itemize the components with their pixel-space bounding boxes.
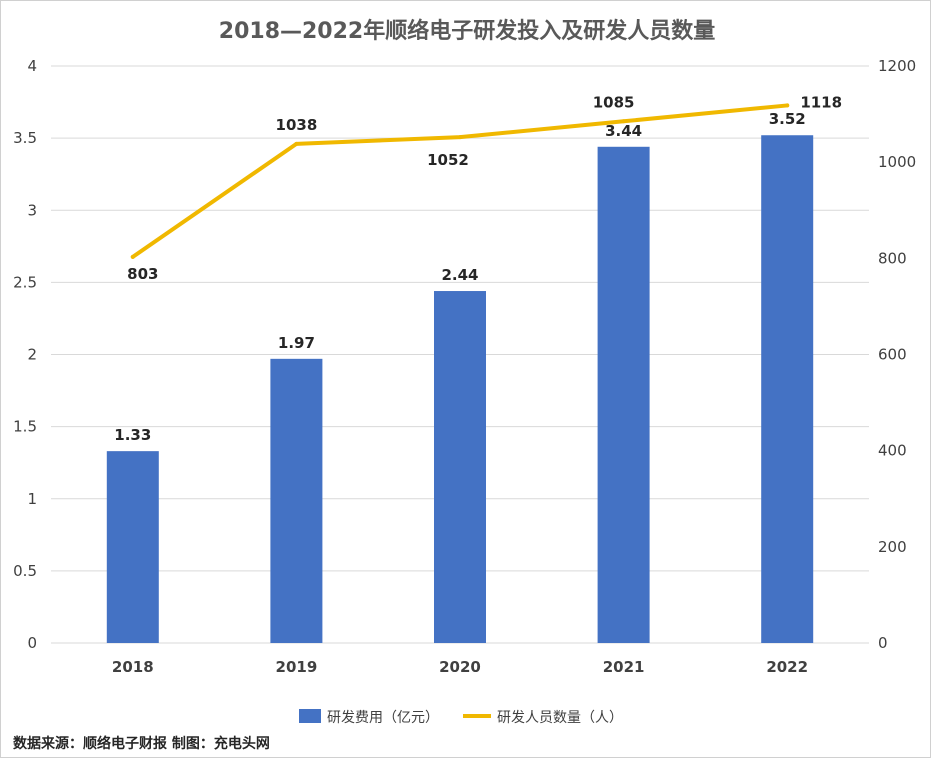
- bar-series: 1.33 1.97 2.44 3.44 3.52: [106, 110, 814, 644]
- chart-title: 2018—2022年顺络电子研发投入及研发人员数量: [219, 18, 715, 44]
- left-tick-label: 2: [27, 346, 37, 364]
- bar: [106, 451, 159, 643]
- bar: [597, 146, 650, 643]
- legend-label-bar: 研发费用（亿元）: [327, 710, 439, 726]
- left-tick-label: 2.5: [13, 273, 37, 291]
- bar-data-label: 3.44: [605, 122, 642, 140]
- right-tick-label: 1000: [878, 153, 916, 171]
- left-tick-label: 4: [27, 57, 37, 75]
- x-axis-ticks: 2018 2019 2020 2021 2022: [112, 658, 808, 676]
- left-tick-label: 1.5: [13, 418, 37, 436]
- line-point: [621, 119, 626, 124]
- line-point: [130, 254, 135, 259]
- bar-data-label: 2.44: [441, 266, 478, 284]
- bar-data-label: 1.97: [278, 334, 315, 352]
- x-tick-label: 2022: [766, 658, 808, 676]
- right-tick-label: 400: [878, 442, 907, 460]
- bar-data-label: 3.52: [769, 110, 806, 128]
- right-tick-label: 800: [878, 249, 907, 267]
- left-tick-label: 0: [27, 634, 37, 652]
- left-axis-ticks: 0 0.5 1 1.5 2 2.5 3 3.5 4: [13, 57, 37, 652]
- left-tick-label: 0.5: [13, 562, 37, 580]
- x-tick-label: 2018: [112, 658, 154, 676]
- bar: [270, 358, 323, 643]
- right-tick-label: 200: [878, 538, 907, 556]
- right-axis-ticks: 0 200 400 600 800 1000 1200: [878, 57, 916, 652]
- line-point: [785, 103, 790, 108]
- left-tick-label: 1: [27, 490, 37, 508]
- legend-label-line: 研发人员数量（人）: [497, 710, 623, 726]
- line-point: [458, 135, 462, 140]
- source-note: 数据来源：顺络电子财报 制图：充电头网: [13, 735, 270, 752]
- x-tick-label: 2021: [603, 658, 645, 676]
- line-data-label: 803: [127, 265, 158, 283]
- right-tick-label: 0: [878, 634, 888, 652]
- bar: [434, 291, 486, 643]
- line-path: [130, 103, 790, 259]
- line-data-label: 1052: [427, 151, 469, 169]
- bar: [761, 135, 814, 644]
- legend: 研发费用（亿元） 研发人员数量（人）: [299, 709, 623, 726]
- x-tick-label: 2019: [276, 658, 318, 676]
- line-data-label: 1118: [800, 93, 842, 111]
- right-tick-label: 600: [878, 346, 907, 364]
- left-tick-label: 3: [27, 201, 37, 219]
- x-tick-label: 2020: [439, 658, 481, 676]
- legend-swatch-bar: [299, 709, 321, 723]
- line-data-label: 1038: [276, 116, 318, 134]
- left-tick-label: 3.5: [13, 129, 37, 147]
- line-point: [294, 141, 299, 146]
- line-series: 803 1038 1052 1085 1118: [127, 93, 842, 283]
- bar-data-label: 1.33: [114, 426, 151, 444]
- right-tick-label: 1200: [878, 57, 916, 75]
- line-data-label: 1085: [593, 93, 635, 111]
